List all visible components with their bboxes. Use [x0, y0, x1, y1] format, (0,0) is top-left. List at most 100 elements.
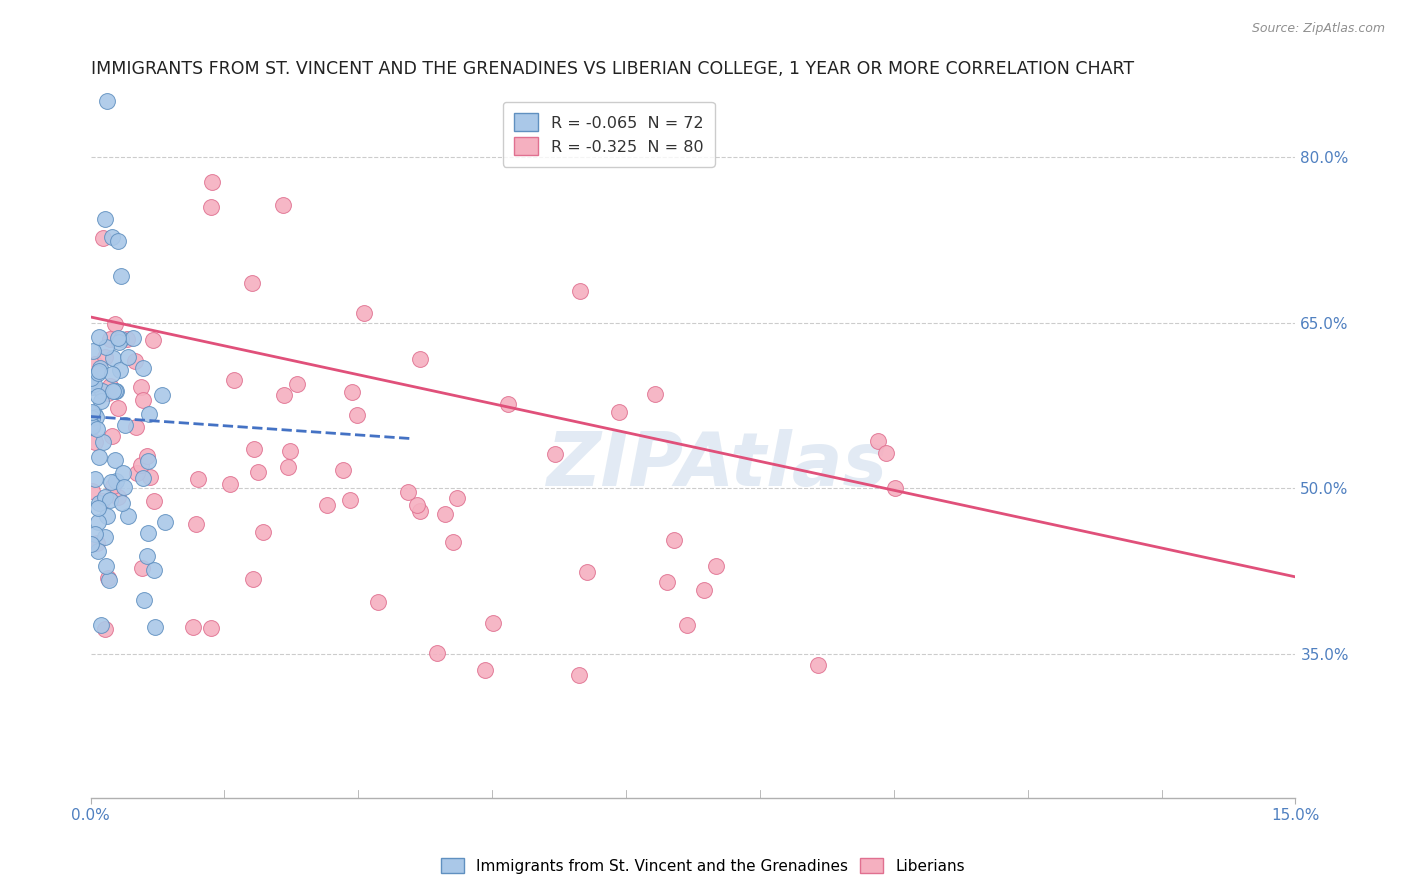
Point	[285, 376, 308, 391]
Point	[110, 333, 132, 347]
Point	[107, 235, 129, 249]
Point	[84, 357, 107, 371]
Point	[83, 406, 105, 420]
Point	[252, 524, 274, 539]
Point	[129, 380, 152, 394]
Point	[115, 333, 138, 347]
Point	[84, 410, 107, 425]
Point	[405, 499, 427, 513]
Point	[80, 419, 103, 434]
Point	[89, 360, 111, 375]
Point	[315, 498, 337, 512]
Point	[96, 509, 118, 524]
Point	[201, 175, 224, 189]
Point	[107, 490, 129, 504]
Point	[544, 447, 567, 461]
Point	[409, 504, 432, 518]
Point	[82, 344, 104, 359]
Point	[607, 405, 630, 419]
Point	[93, 211, 115, 226]
Point	[200, 621, 222, 635]
Text: ZIPAtlas: ZIPAtlas	[547, 429, 887, 502]
Point	[122, 331, 145, 345]
Point	[153, 515, 176, 529]
Point	[277, 460, 299, 475]
Point	[80, 371, 103, 385]
Point	[569, 284, 592, 298]
Point	[332, 463, 354, 477]
Point	[273, 388, 295, 402]
Point	[94, 558, 117, 573]
Point	[117, 508, 139, 523]
Point	[655, 574, 678, 589]
Point	[142, 334, 165, 348]
Point	[94, 340, 117, 354]
Point	[80, 537, 103, 551]
Point	[496, 397, 519, 411]
Point	[91, 494, 114, 508]
Point	[676, 617, 699, 632]
Point	[104, 475, 127, 489]
Point	[84, 472, 107, 486]
Point	[82, 373, 104, 387]
Point	[150, 387, 173, 401]
Point	[396, 484, 419, 499]
Point	[104, 384, 127, 398]
Point	[83, 377, 105, 392]
Point	[409, 351, 432, 366]
Point	[114, 417, 136, 432]
Point	[93, 350, 115, 364]
Point	[807, 658, 830, 673]
Point	[426, 646, 449, 660]
Point	[89, 363, 111, 377]
Point	[662, 533, 685, 548]
Point	[98, 332, 121, 346]
Point	[103, 384, 125, 399]
Point	[112, 480, 135, 494]
Point	[86, 515, 108, 529]
Point	[100, 475, 122, 490]
Point	[200, 200, 222, 214]
Point	[87, 496, 110, 510]
Point	[87, 389, 110, 403]
Text: Source: ZipAtlas.com: Source: ZipAtlas.com	[1251, 22, 1385, 36]
Point	[87, 543, 110, 558]
Point	[145, 620, 167, 634]
Point	[353, 306, 375, 320]
Point	[132, 592, 155, 607]
Point	[107, 401, 129, 415]
Point	[86, 536, 108, 550]
Point	[98, 492, 121, 507]
Point	[104, 453, 127, 467]
Point	[104, 317, 127, 331]
Point	[644, 386, 666, 401]
Point	[246, 465, 269, 479]
Point	[441, 535, 464, 549]
Point	[135, 549, 157, 564]
Point	[143, 563, 166, 577]
Point	[101, 351, 124, 366]
Point	[866, 434, 889, 448]
Point	[80, 417, 103, 431]
Point	[222, 373, 245, 387]
Point	[93, 490, 115, 504]
Point	[125, 420, 148, 434]
Point	[136, 525, 159, 540]
Point	[131, 561, 153, 575]
Point	[80, 419, 103, 434]
Point	[367, 595, 389, 609]
Point	[131, 470, 153, 484]
Point	[101, 230, 124, 244]
Point	[110, 268, 132, 283]
Point	[104, 384, 127, 399]
Point	[271, 198, 294, 212]
Point	[90, 618, 112, 632]
Point	[101, 479, 124, 493]
Point	[91, 435, 114, 450]
Point	[125, 466, 148, 480]
Point	[218, 476, 240, 491]
Point	[693, 583, 716, 598]
Point	[101, 428, 124, 442]
Point	[82, 405, 104, 419]
Point	[82, 483, 104, 498]
